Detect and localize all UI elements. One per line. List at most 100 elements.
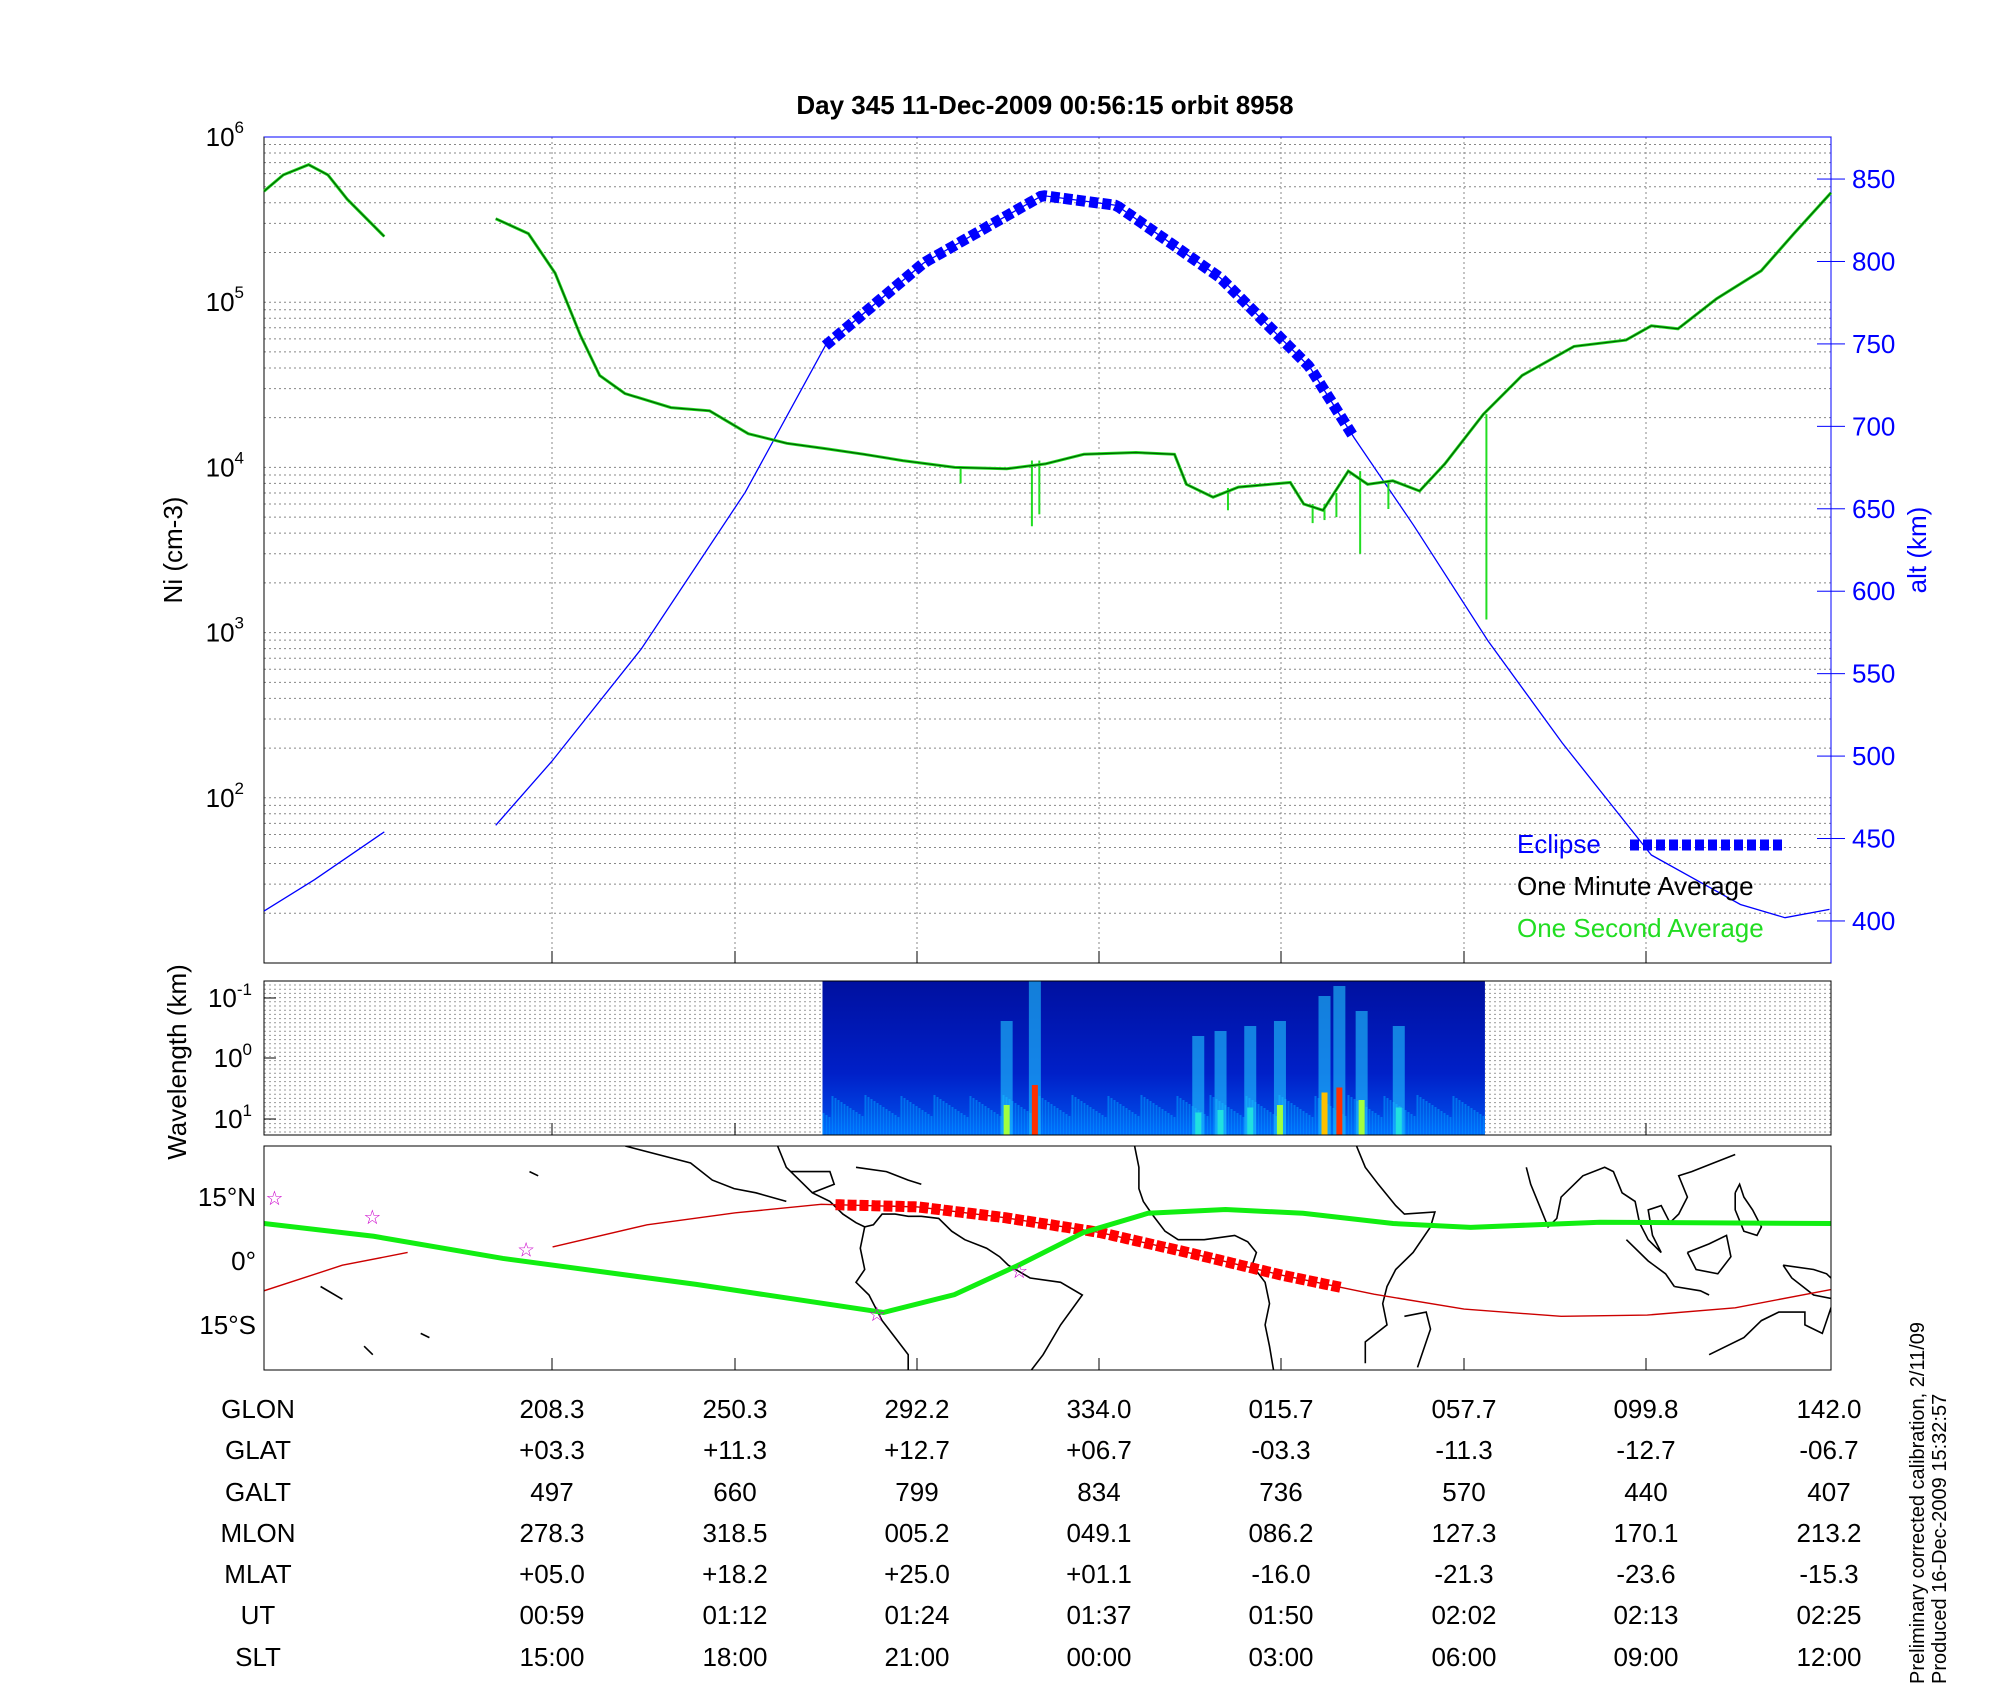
y2-tick-label: 650 [1852,494,1895,524]
spectrogram-column [1308,1115,1311,1135]
y-tick-exponent: -1 [237,980,252,999]
spectrogram-column [1143,1097,1146,1135]
spectrogram-column [918,1108,921,1135]
row-label: SLT [235,1642,281,1672]
cell-value: +25.0 [884,1559,950,1589]
spectrogram-column [1062,1112,1065,1135]
cell-value: 834 [1077,1477,1120,1507]
y2-tick-label: 450 [1852,824,1895,854]
spectrogram-column [891,1113,894,1135]
spectrogram-column [1311,1117,1314,1135]
cell-value: -11.3 [1435,1435,1492,1465]
y-tick-base: 10 [206,618,235,648]
spectrogram-column [954,1109,957,1135]
map-lat-label: 0° [231,1246,256,1276]
coastline [1625,1239,1675,1287]
cell-value: -06.7 [1799,1435,1858,1465]
spectrogram-band-core [1247,1107,1254,1135]
spectrogram-column [897,1117,900,1135]
spectrogram-column [1176,1096,1179,1135]
y-tick-base: 10 [206,122,235,152]
legend-one-minute: One Minute Average [1517,871,1754,901]
map-frame [263,1145,1832,1371]
spectrogram-column [1140,1095,1143,1135]
spectrogram-column [1212,1097,1215,1135]
legend-eclipse: Eclipse [1517,829,1601,859]
spectrogram-y-tick-label: 10-1 [208,980,252,1013]
row-label: MLAT [224,1559,292,1589]
spectrogram-y-tick-label: 100 [214,1040,252,1073]
cell-value: -03.3 [1251,1435,1310,1465]
spectrogram-column [1467,1106,1470,1135]
spectrogram-column [1110,1098,1113,1135]
coastline [1404,1311,1432,1368]
cell-value: 170.1 [1613,1518,1678,1548]
spectrogram-column [1383,1096,1386,1135]
spectrogram-column [942,1101,945,1135]
y2-tick-label: 600 [1852,576,1895,606]
spectrogram-column [975,1100,978,1135]
spectrogram-column [1374,1113,1377,1135]
spectrogram-column [1068,1116,1071,1135]
spectrogram-column [1350,1097,1353,1135]
spectrogram-column [1170,1115,1173,1135]
spectrogram-column [915,1106,918,1135]
coastline [1686,1234,1732,1275]
cell-value: 799 [895,1477,938,1507]
spectrogram-column [1242,1117,1245,1135]
spectrogram-column [1413,1116,1416,1135]
spectrogram-column [1455,1098,1458,1135]
y-tick-base: 10 [214,1104,243,1134]
spectrogram-column [1263,1108,1266,1135]
spectrogram-y-tick-label: 101 [214,1101,252,1134]
cell-value: 18:00 [702,1642,767,1672]
spectrogram-column [1164,1111,1167,1135]
spectrogram-column [1047,1102,1050,1135]
spectrogram-column [1482,1116,1485,1135]
spectrogram-column [888,1111,891,1135]
spectrogram-column [948,1105,951,1135]
spectrogram-column [1125,1108,1128,1135]
spectrogram-column [1464,1104,1467,1135]
spectrogram-column [1347,1095,1350,1135]
y-tick-label: 103 [206,614,244,648]
cell-value: 334.0 [1066,1394,1131,1424]
spectrogram-column [882,1107,885,1135]
spectrogram-column [1152,1103,1155,1135]
y-tick-exponent: 5 [235,283,244,302]
spectrogram-column [1209,1095,1212,1135]
table-row-galt: GALT 497 660 799 834 736 570 440 407 [225,1477,1851,1507]
cell-value: 213.2 [1796,1518,1861,1548]
spectrogram-column [1185,1102,1188,1135]
spectrogram-band [1214,1031,1227,1135]
spectrogram-column [1422,1099,1425,1135]
cell-value: 318.5 [702,1518,767,1548]
spectrogram-column [1182,1100,1185,1135]
cell-value: -15.3 [1799,1559,1858,1589]
spectrogram-column [960,1113,963,1135]
spectrogram-column [825,1115,828,1135]
spectrogram-column [837,1100,840,1135]
footer-produced-date: Produced 16-Dec-2009 15:32:57 [1929,1394,1951,1684]
spectrogram-column [1071,1095,1074,1135]
y-tick-base: 10 [206,452,235,482]
cell-value: 01:50 [1248,1600,1313,1630]
cell-value: +06.7 [1066,1435,1132,1465]
y-tick-base: 10 [208,983,237,1013]
table-row-mlon: MLON 278.3 318.5 005.2 049.1 086.2 127.3 170.1 2… [220,1518,1861,1548]
cell-value: 03:00 [1248,1642,1313,1672]
spectrogram-column [1098,1113,1101,1135]
spectrogram-column [1458,1100,1461,1135]
spectrogram-column [822,1113,825,1135]
spectrogram-column [981,1104,984,1135]
spectrogram-column [972,1098,975,1135]
y-tick-label: 104 [206,448,244,482]
cell-value: +05.0 [519,1559,585,1589]
cell-value: 01:37 [1066,1600,1131,1630]
spectrogram-column [1020,1107,1023,1135]
spectrogram-column [1317,1098,1320,1135]
spectrogram-column [1305,1113,1308,1135]
spectrogram-column [1230,1109,1233,1135]
spectrogram-column [993,1112,996,1135]
spectrogram-column [1479,1114,1482,1135]
